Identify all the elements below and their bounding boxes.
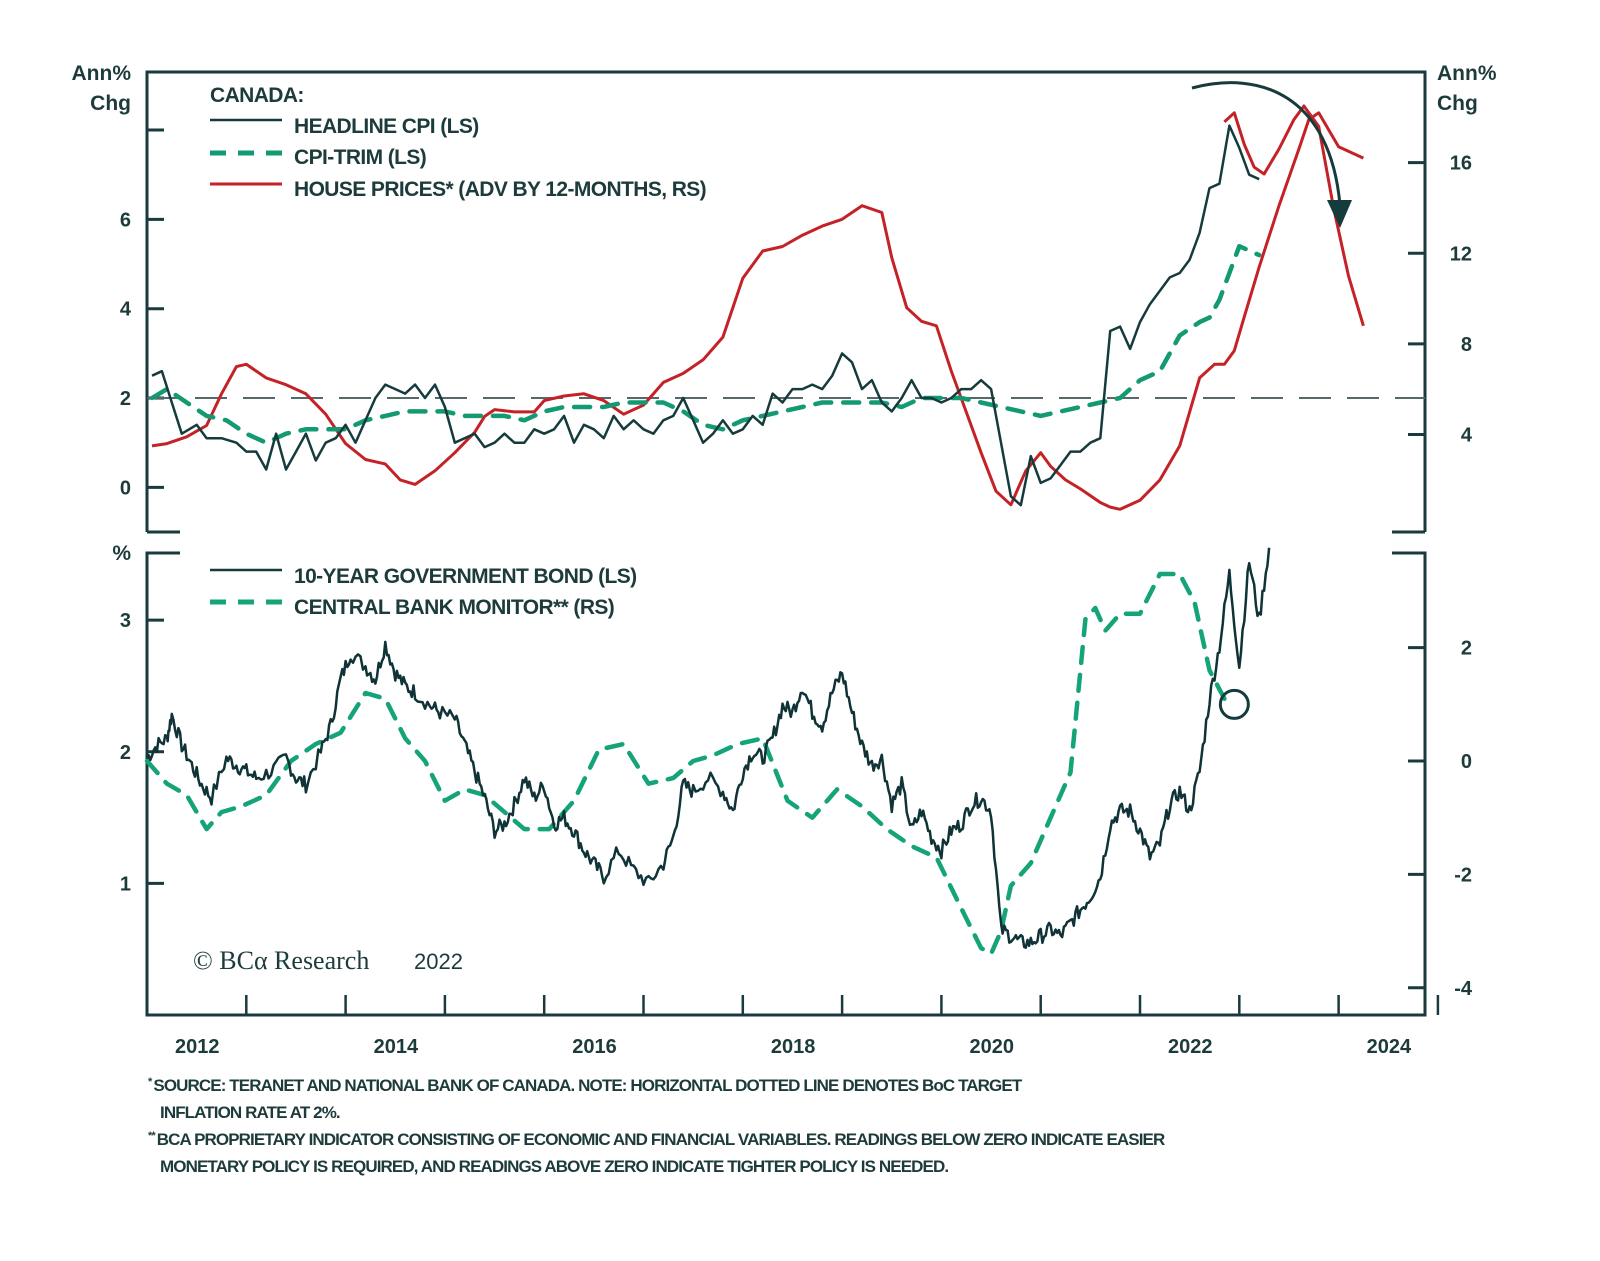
legend-title: CANADA: (210, 84, 304, 107)
bottom-legend: 10-YEAR GOVERNMENT BOND (LS) CENTRAL BAN… (210, 565, 637, 619)
footnote-1-text-2: INFLATION RATE AT 2%. (148, 1103, 340, 1122)
y-tick-label: 4 (1461, 425, 1473, 447)
bottom-panel: 123 -4-202 2012201420162018202020222024 … (112, 542, 1473, 1058)
footnote-2-text-1: BCA PROPRIETARY INDICATOR CONSISTING OF … (157, 1130, 1165, 1149)
x-tick-label: 2022 (1168, 1036, 1213, 1058)
house-prices-line (152, 113, 1363, 510)
y-tick-label: -2 (1454, 864, 1472, 886)
y-tick-label: 1 (120, 873, 131, 895)
legend-label-cpi-trim: CPI-TRIM (LS) (294, 146, 426, 169)
downturn-arrow-head-icon (1327, 200, 1352, 228)
footnote-1-line-2: INFLATION RATE AT 2%. (148, 1103, 340, 1123)
footnote-1-text-1: SOURCE: TERANET AND NATIONAL BANK OF CAN… (153, 1076, 1021, 1095)
y-tick-label: -4 (1454, 978, 1473, 1000)
x-axis-ticks: 2012 2014 2016 2018 2020 2022 2024 (175, 995, 1438, 1058)
copyright-brand: © BCα Research (193, 946, 369, 975)
footnote-2-line-2: MONETARY POLICY IS REQUIRED, AND READING… (148, 1157, 948, 1177)
y-tick-label: 0 (120, 477, 131, 499)
y-tick-label: 2 (120, 388, 131, 410)
x-tick-label: 2024 (1367, 1036, 1412, 1058)
bottom-left-axis-title: % (112, 542, 131, 565)
footnote-1-mark: * (148, 1076, 151, 1088)
footnote-1-line-1: *SOURCE: TERANET AND NATIONAL BANK OF CA… (148, 1076, 1021, 1096)
x-tick-label: 2018 (771, 1036, 816, 1058)
y-tick-label: 6 (120, 209, 131, 231)
central-bank-monitor-line (147, 574, 1234, 954)
footnote-2-text-2: MONETARY POLICY IS REQUIRED, AND READING… (148, 1157, 948, 1176)
top-legend: CANADA: HEADLINE CPI (LS) CPI-TRIM (LS) … (210, 84, 706, 201)
legend-label-house-prices: HOUSE PRICES* (ADV BY 12-MONTHS, RS) (294, 178, 706, 201)
y-tick-label: 4 (120, 299, 132, 321)
top-right-axis-title-line1: Ann% (1437, 62, 1497, 85)
top-panel: 0 2 4 6 4 8 12 16 Ann% Chg Ann% Chg CANADA: HE… (72, 62, 1497, 532)
y-tick-label: 0 (1461, 751, 1472, 773)
y-tick-label: 16 (1450, 153, 1472, 175)
chart: 0246 481216 Ann% Chg Ann% Chg CANADA: HE… (0, 0, 1600, 1261)
legend-label-headline-cpi: HEADLINE CPI (LS) (294, 115, 479, 138)
y-tick-label: 2 (120, 742, 131, 764)
copyright-year: 2022 (414, 949, 463, 974)
bottom-right-axis-ticks: -4 -2 0 2 (1408, 638, 1473, 1000)
top-right-axis-title-line2: Chg (1437, 92, 1478, 115)
top-left-axis-title-line2: Chg (90, 92, 131, 115)
top-right-axis-ticks: 4 8 12 16 (1408, 153, 1473, 447)
y-tick-label: 12 (1450, 243, 1472, 265)
y-tick-label: 2 (1461, 638, 1472, 660)
x-tick-label: 2016 (572, 1036, 617, 1058)
x-tick-label: 2020 (969, 1036, 1014, 1058)
x-tick-label: 2014 (374, 1036, 419, 1058)
legend-label-cbm: CENTRAL BANK MONITOR** (RS) (294, 596, 614, 619)
latest-reading-highlight-circle (1220, 690, 1248, 718)
footnote-2-line-1: **BCA PROPRIETARY INDICATOR CONSISTING O… (148, 1130, 1164, 1150)
y-tick-label: 8 (1461, 334, 1472, 356)
top-left-axis-title-line1: Ann% (72, 62, 132, 85)
y-tick-label: 3 (120, 610, 131, 632)
footnote-2-mark: ** (148, 1130, 155, 1142)
cpi-trim-line (152, 246, 1259, 443)
legend-label-bond: 10-YEAR GOVERNMENT BOND (LS) (294, 565, 637, 588)
x-tick-label: 2012 (175, 1036, 220, 1058)
top-panel-frame (147, 72, 1425, 532)
